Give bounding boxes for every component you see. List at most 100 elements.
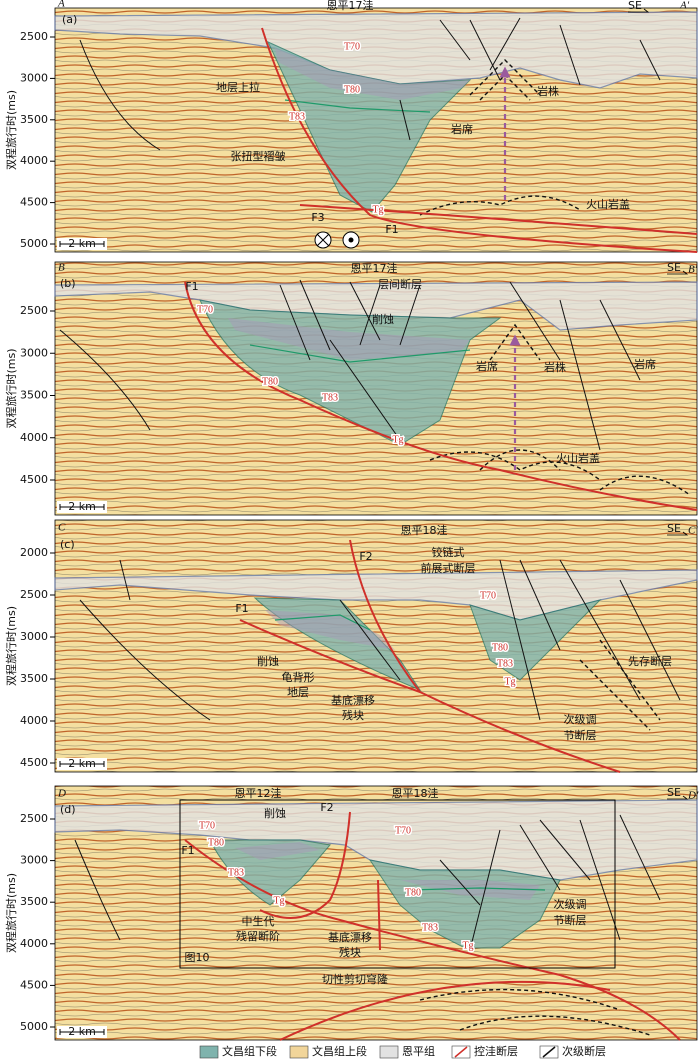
- scale-bar-label: 2 km: [68, 1025, 96, 1038]
- annotation: 火山岩盖: [556, 451, 600, 465]
- y-tick-label: 4000: [20, 714, 48, 727]
- secondary-fault: [519, 824, 561, 891]
- horizon-label: Tg: [372, 204, 383, 215]
- scale-bar: [59, 1029, 105, 1035]
- annotation: 层间断层: [378, 277, 422, 291]
- controlling-fault: [239, 619, 621, 773]
- annotation: F1: [185, 280, 198, 293]
- direction: SE: [667, 786, 681, 799]
- sag-title: 恩平18洼: [392, 786, 439, 800]
- horizon-t83: [274, 614, 371, 631]
- scale-bar-label: 2 km: [68, 757, 96, 770]
- fault-symbol: [348, 237, 354, 243]
- annotation: F2: [320, 801, 333, 814]
- enping-formation: [54, 569, 698, 621]
- y-axis-label: 双程旅行时(ms): [4, 606, 18, 686]
- y-tick-label: 2500: [20, 304, 48, 317]
- wenchang-lower: [469, 599, 602, 681]
- annotation: 削蚀: [372, 312, 394, 326]
- section-end: A': [679, 0, 690, 12]
- secondary-fault: [399, 284, 421, 346]
- section-start: B: [58, 262, 65, 274]
- panel-tag: (b): [60, 277, 76, 290]
- horizon-label: T83: [289, 111, 305, 122]
- legend-swatch: [199, 1045, 219, 1059]
- direction: SE: [667, 261, 681, 274]
- scale-bar: [59, 504, 105, 510]
- y-axis-label: 双程旅行时(ms): [4, 873, 18, 953]
- horizon-label: T80: [262, 376, 278, 387]
- y-tick-label: 5000: [20, 237, 48, 250]
- secondary-fault: [299, 279, 331, 351]
- secondary-fault: [359, 284, 381, 346]
- annotation: F2: [359, 550, 372, 563]
- horizon-label: T83: [497, 658, 513, 669]
- scale-bar: [59, 761, 105, 767]
- y-tick-label: 3000: [20, 854, 48, 867]
- annotation: 残留断阶: [236, 929, 280, 943]
- volcanic-body: [419, 195, 581, 216]
- volcanic-body: [479, 449, 561, 471]
- direction-arrow: [667, 270, 689, 275]
- horizon-label: T70: [395, 825, 411, 836]
- direction-arrow: [667, 795, 689, 800]
- interbed: [400, 880, 540, 900]
- secondary-fault: [559, 299, 601, 451]
- horizon-t83: [249, 344, 471, 363]
- y-tick-label: 4500: [20, 473, 48, 486]
- controlling-fault: [349, 539, 421, 693]
- secondary-fault: [339, 599, 401, 681]
- annotation: 岩席: [634, 357, 656, 371]
- volcanic-body: [489, 323, 541, 361]
- secondary-fault: [619, 814, 661, 901]
- horizon-label: T80: [492, 642, 508, 653]
- secondary-fault: [399, 99, 411, 141]
- annotation: F1: [235, 602, 248, 615]
- controlling-fault: [261, 27, 698, 253]
- horizon-t83: [284, 99, 431, 113]
- sag-title: 恩平17洼: [327, 0, 374, 12]
- controlling-fault: [279, 980, 611, 1041]
- annotation: 地层: [287, 686, 309, 699]
- section-end: C': [688, 525, 698, 537]
- horizon-t83: [409, 887, 546, 891]
- annotation: 次级调: [564, 712, 597, 726]
- horizon-label: T80: [344, 84, 360, 95]
- section-start: D: [57, 788, 66, 800]
- annotation: 节断层: [564, 728, 597, 742]
- y-tick-label: 4000: [20, 937, 48, 950]
- annotation: 火山岩盖: [586, 197, 630, 211]
- panel-tag: (d): [60, 803, 76, 816]
- annotation: 基底漂移: [328, 930, 372, 944]
- annotation: 切性剪切穹隆: [322, 972, 388, 986]
- horizon-label: T80: [405, 887, 421, 898]
- y-tick-label: 3500: [20, 672, 48, 685]
- y-tick-label: 4500: [20, 196, 48, 209]
- direction: SE: [628, 0, 642, 12]
- horizon-label: T70: [199, 820, 215, 831]
- secondary-fault: [59, 329, 151, 431]
- annotation: F3: [311, 211, 324, 224]
- horizon-label: Tg: [462, 940, 473, 951]
- secondary-fault: [519, 559, 561, 651]
- secondary-fault: [619, 579, 681, 701]
- y-tick-label: 3500: [20, 113, 48, 126]
- volcanic-body: [599, 475, 691, 496]
- y-axis-label: 双程旅行时(ms): [4, 348, 18, 428]
- secondary-fault: [499, 559, 541, 721]
- interbed: [228, 318, 470, 360]
- scale-bar-label: 2 km: [68, 500, 96, 513]
- controlling-fault: [299, 204, 698, 235]
- volcanic-body: [579, 659, 651, 731]
- controlling-fault: [259, 811, 351, 919]
- controlling-fault: [184, 839, 681, 1041]
- enping-formation: [54, 11, 698, 89]
- controlling-fault: [184, 281, 698, 511]
- annotation: 残块: [339, 945, 361, 959]
- y-tick-label: 2500: [20, 30, 48, 43]
- y-tick-label: 5000: [20, 1020, 48, 1033]
- legend-label: 次级断层: [562, 1044, 606, 1058]
- section-start: C: [58, 522, 66, 534]
- horizon-label: T80: [208, 837, 224, 848]
- annotation: 岩株: [537, 84, 559, 98]
